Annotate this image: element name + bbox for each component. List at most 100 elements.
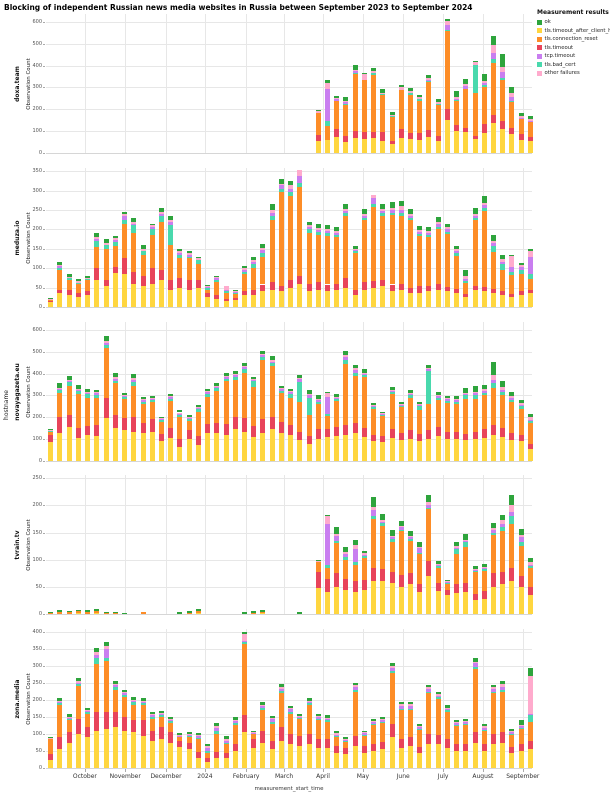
bar-week-2[interactable] — [66, 714, 72, 768]
bar-week-15[interactable] — [186, 250, 192, 307]
bar-week-47[interactable] — [481, 74, 487, 153]
bar-week-34[interactable] — [361, 550, 367, 614]
bar-week-8[interactable] — [122, 211, 127, 307]
bar-week-48[interactable] — [491, 522, 496, 614]
bar-week-39[interactable] — [408, 701, 413, 768]
bar-week-43[interactable] — [444, 223, 450, 307]
bar-week-39[interactable] — [408, 531, 413, 614]
bar-week-32[interactable] — [343, 350, 349, 461]
bar-week-48[interactable] — [491, 235, 496, 307]
bar-week-16[interactable] — [195, 404, 201, 461]
bar-week-30[interactable] — [324, 514, 330, 614]
bar-week-5[interactable] — [94, 608, 100, 614]
bar-week-36[interactable] — [380, 88, 386, 153]
bar-week-17[interactable] — [205, 743, 210, 768]
bar-week-0[interactable] — [48, 428, 54, 461]
bar-week-39[interactable] — [408, 209, 413, 307]
bar-week-36[interactable] — [380, 204, 386, 307]
bar-week-32[interactable] — [343, 547, 349, 614]
bar-week-22[interactable] — [251, 611, 257, 614]
bar-week-14[interactable] — [177, 612, 183, 614]
bar-week-40[interactable] — [417, 542, 423, 614]
bar-week-27[interactable] — [297, 713, 303, 768]
bar-week-34[interactable] — [361, 730, 367, 768]
bar-week-24[interactable] — [269, 204, 275, 307]
bar-week-38[interactable] — [398, 402, 404, 461]
bar-week-24[interactable] — [269, 356, 275, 461]
bar-week-36[interactable] — [380, 717, 386, 768]
bar-week-51[interactable] — [518, 400, 524, 461]
bar-week-34[interactable] — [361, 72, 367, 153]
bar-week-38[interactable] — [398, 84, 404, 153]
bar-week-9[interactable] — [131, 217, 137, 307]
bar-week-38[interactable] — [398, 521, 404, 614]
bar-week-29[interactable] — [315, 713, 321, 768]
bar-week-47[interactable] — [481, 385, 487, 461]
bar-week-10[interactable] — [140, 244, 146, 307]
bar-week-22[interactable] — [251, 376, 257, 461]
bar-week-1[interactable] — [57, 262, 63, 307]
bar-week-9[interactable] — [131, 696, 137, 768]
bar-week-42[interactable] — [435, 691, 441, 768]
bar-week-23[interactable] — [260, 244, 266, 307]
bar-week-51[interactable] — [518, 263, 524, 307]
bar-week-31[interactable] — [334, 227, 340, 307]
bar-week-37[interactable] — [389, 202, 395, 307]
bar-week-45[interactable] — [463, 388, 469, 461]
bar-week-39[interactable] — [408, 88, 413, 153]
bar-week-41[interactable] — [426, 494, 432, 614]
bar-week-1[interactable] — [57, 698, 63, 768]
bar-week-51[interactable] — [518, 720, 524, 768]
bar-week-29[interactable] — [315, 109, 321, 153]
bar-week-44[interactable] — [454, 395, 460, 461]
bar-week-29[interactable] — [315, 395, 321, 461]
bar-week-37[interactable] — [389, 662, 395, 768]
bar-week-15[interactable] — [186, 610, 192, 614]
bar-week-35[interactable] — [371, 403, 377, 461]
bar-week-7[interactable] — [112, 680, 118, 768]
bar-week-2[interactable] — [66, 274, 72, 307]
bar-week-50[interactable] — [509, 728, 515, 768]
bar-week-30[interactable] — [324, 392, 330, 461]
bar-week-8[interactable] — [122, 689, 127, 768]
bar-week-31[interactable] — [334, 730, 340, 768]
bar-week-26[interactable] — [288, 180, 293, 307]
bar-week-8[interactable] — [122, 612, 127, 614]
bar-week-15[interactable] — [186, 731, 192, 768]
bar-week-12[interactable] — [158, 711, 164, 768]
bar-week-11[interactable] — [149, 395, 155, 461]
bar-week-7[interactable] — [112, 372, 118, 461]
bar-week-7[interactable] — [112, 611, 118, 614]
bar-week-21[interactable] — [241, 362, 247, 461]
bar-week-2[interactable] — [66, 375, 72, 461]
bar-week-44[interactable] — [454, 720, 460, 768]
bar-week-23[interactable] — [260, 609, 266, 614]
bar-week-32[interactable] — [343, 97, 349, 153]
bar-week-20[interactable] — [232, 370, 238, 461]
bar-week-49[interactable] — [500, 53, 506, 153]
bar-week-3[interactable] — [75, 677, 81, 768]
bar-week-42[interactable] — [435, 392, 441, 461]
bar-week-50[interactable] — [509, 254, 515, 307]
bar-week-46[interactable] — [472, 208, 478, 307]
bar-week-3[interactable] — [75, 279, 81, 307]
bar-week-45[interactable] — [463, 78, 469, 153]
bar-week-37[interactable] — [389, 386, 395, 461]
bar-week-19[interactable] — [223, 735, 229, 768]
bar-week-20[interactable] — [232, 289, 238, 307]
bar-week-35[interactable] — [371, 68, 377, 153]
bar-week-25[interactable] — [278, 683, 284, 768]
bar-week-21[interactable] — [241, 632, 247, 768]
bar-week-46[interactable] — [472, 386, 478, 461]
bar-week-33[interactable] — [352, 64, 358, 153]
bar-week-28[interactable] — [306, 698, 312, 768]
bar-week-28[interactable] — [306, 389, 312, 461]
bar-week-35[interactable] — [371, 718, 377, 768]
bar-week-4[interactable] — [85, 275, 91, 307]
bar-week-11[interactable] — [149, 711, 155, 768]
bar-week-27[interactable] — [297, 612, 303, 614]
bar-week-49[interactable] — [500, 514, 506, 614]
bar-week-52[interactable] — [527, 557, 533, 614]
bar-week-41[interactable] — [426, 75, 432, 153]
bar-week-34[interactable] — [361, 369, 367, 461]
